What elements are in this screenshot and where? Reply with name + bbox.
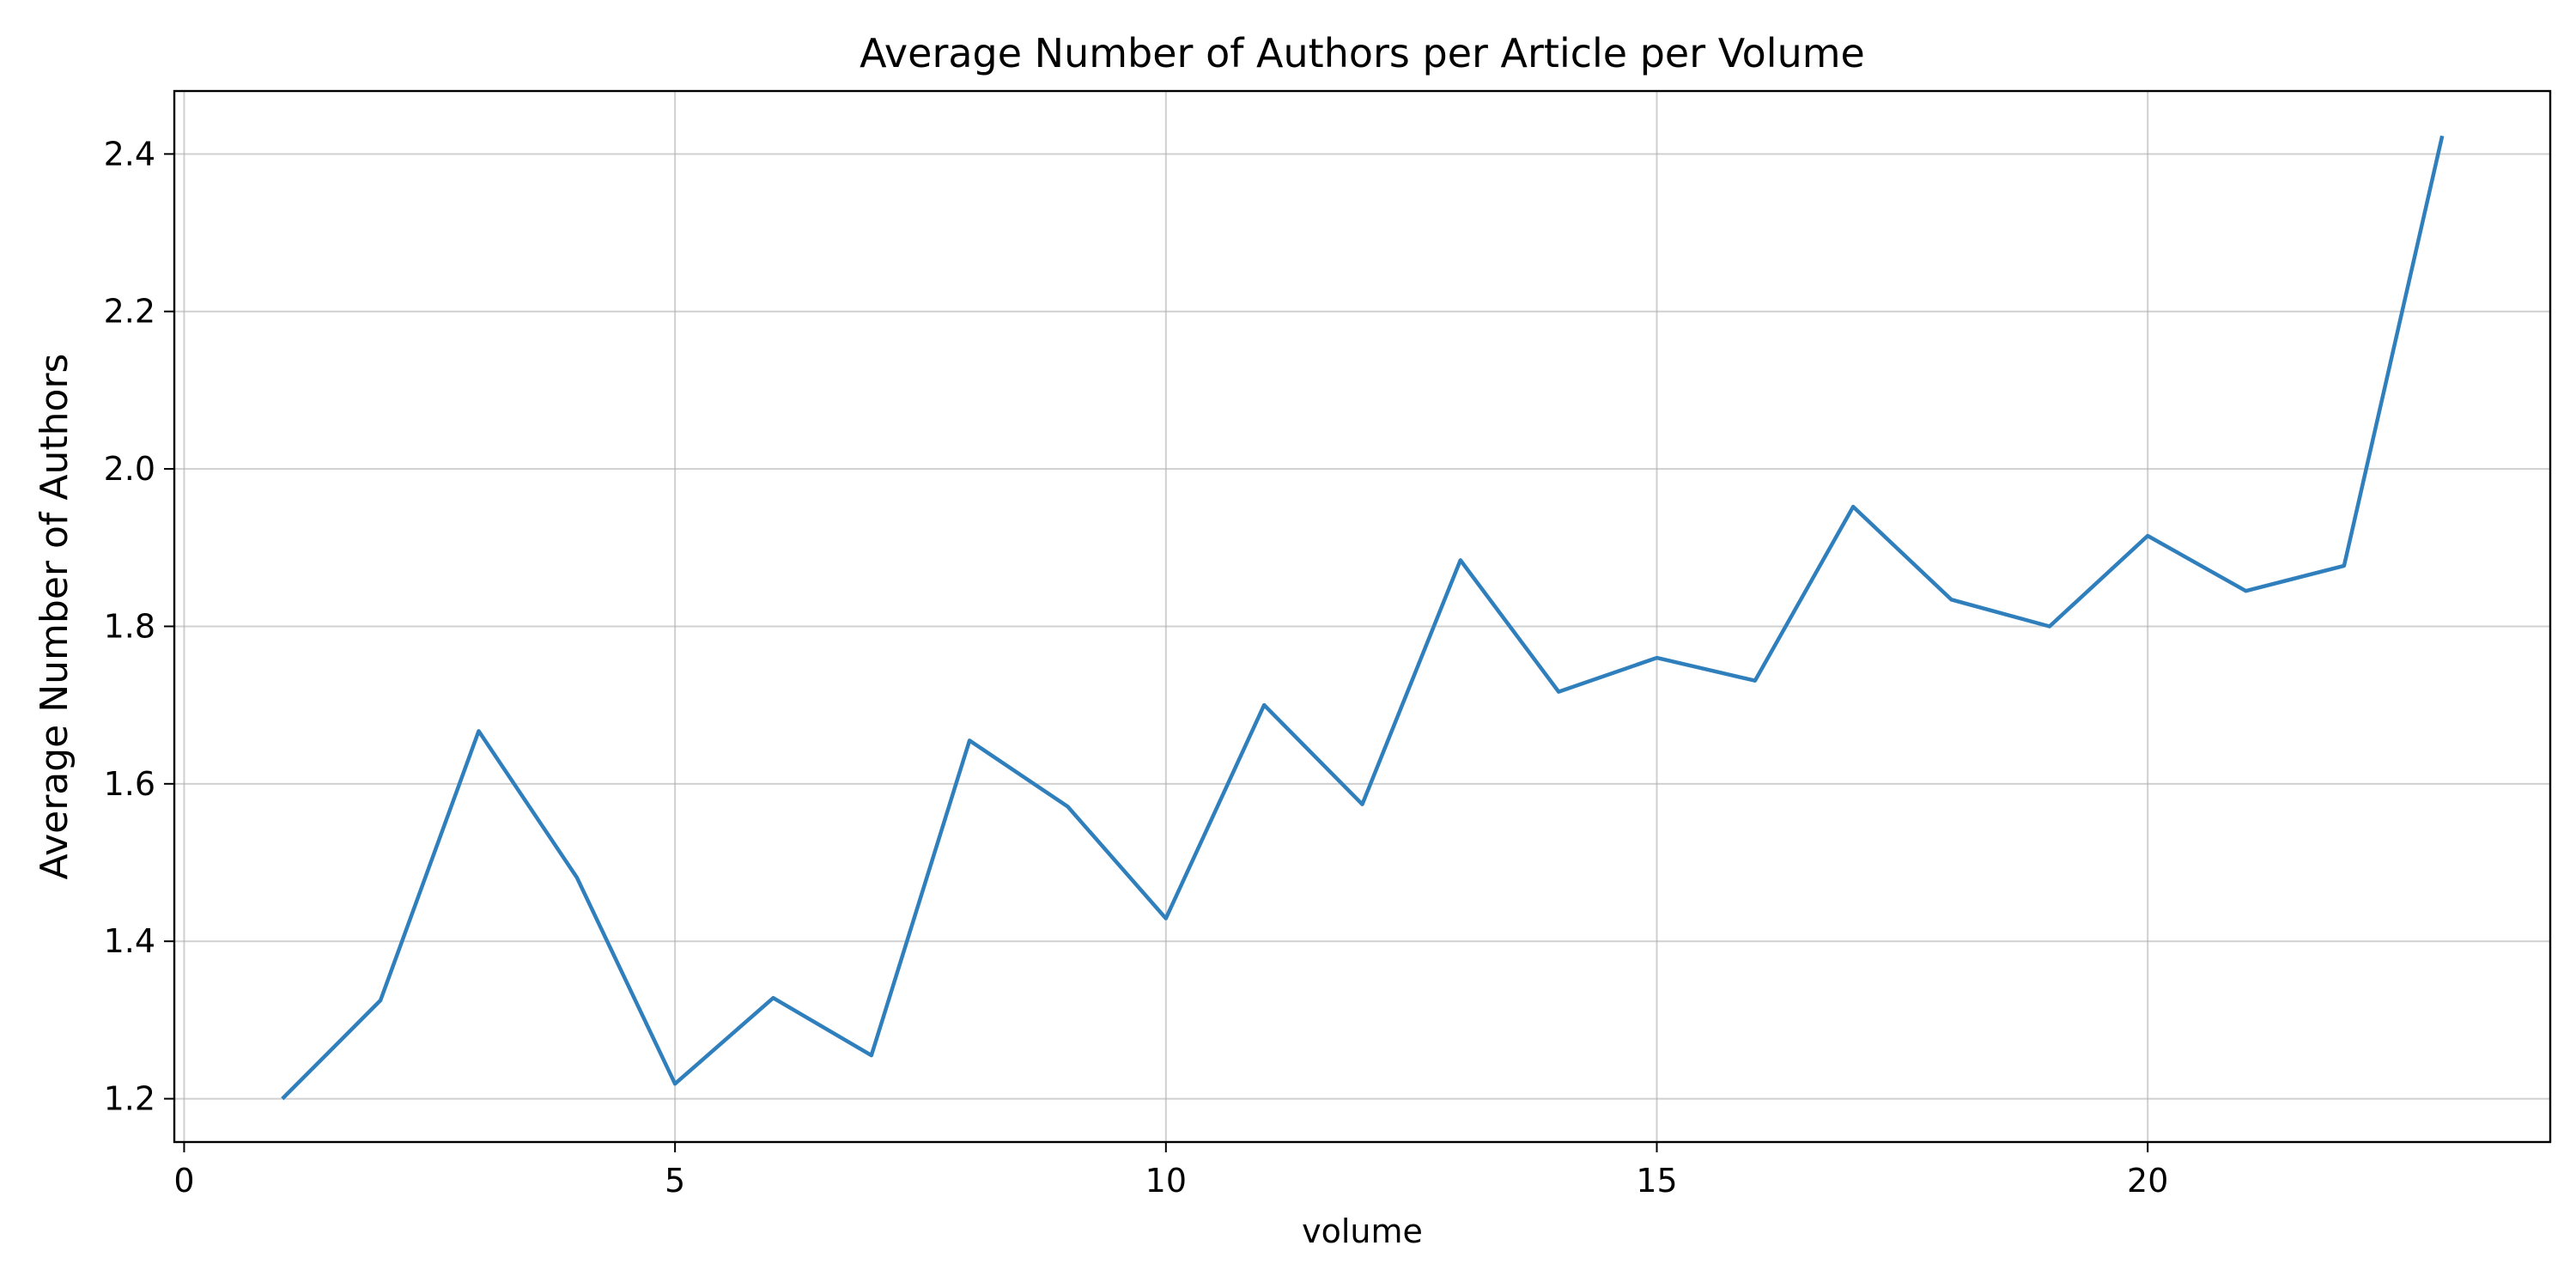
- y-axis-ticks: 1.2 1.4 1.6 1.8 2.0 2.2 2.4: [104, 135, 174, 1118]
- series-line: [281, 135, 2445, 1101]
- series-layer: [281, 135, 2445, 1101]
- x-tick-label: 0: [173, 1162, 194, 1200]
- x-axis-ticks: 0 5 10 15 20: [173, 1142, 2168, 1200]
- x-tick-label: 15: [1636, 1162, 1677, 1200]
- y-tick-label: 1.4: [104, 922, 155, 960]
- y-tick-label: 1.8: [104, 607, 155, 645]
- y-tick-label: 2.4: [104, 135, 155, 173]
- y-tick-label: 2.0: [104, 450, 155, 488]
- x-tick-label: 10: [1145, 1162, 1187, 1200]
- y-tick-label: 1.2: [104, 1080, 155, 1118]
- chart-title: Average Number of Authors per Article pe…: [860, 30, 1865, 76]
- x-tick-label: 5: [665, 1162, 685, 1200]
- y-tick-label: 2.2: [104, 293, 155, 331]
- x-axis-label: volume: [1302, 1212, 1423, 1250]
- y-tick-label: 1.6: [104, 765, 155, 803]
- grid: [174, 91, 2550, 1142]
- plot-frame: [173, 89, 2552, 1144]
- y-axis-label: Average Number of Authors: [33, 354, 76, 880]
- x-tick-label: 20: [2127, 1162, 2168, 1200]
